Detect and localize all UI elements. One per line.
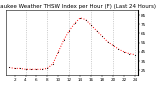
- Title: Milwaukee Weather THSW Index per Hour (F) (Last 24 Hours): Milwaukee Weather THSW Index per Hour (F…: [0, 4, 156, 9]
